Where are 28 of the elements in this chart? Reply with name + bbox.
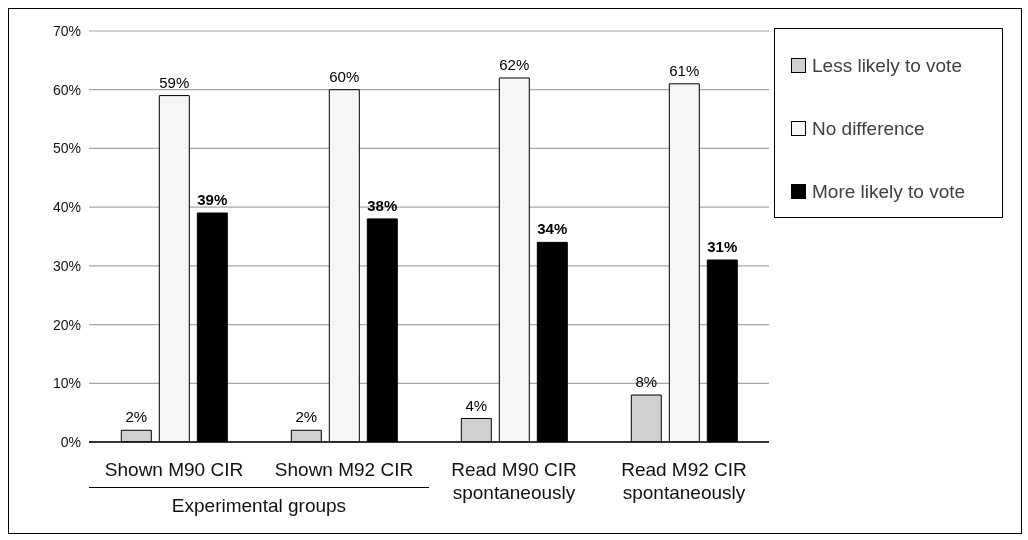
data-label: 60% — [329, 67, 360, 85]
data-label: 61% — [669, 61, 700, 79]
data-label: 34% — [537, 220, 568, 238]
text: Experimental groups — [170, 495, 348, 517]
legend-label: More likely to vote — [812, 181, 966, 202]
data-label: 2% — [295, 408, 318, 426]
data-label: 59% — [159, 73, 190, 91]
data-label: 31% — [707, 237, 738, 255]
y-tick-label: 10% — [52, 375, 81, 392]
y-tick-label: 0% — [60, 433, 81, 450]
legend-label: Less likely to vote — [812, 55, 962, 76]
data-label: 39% — [197, 191, 228, 209]
data-label: 8% — [635, 373, 658, 391]
y-tick-label: 30% — [52, 257, 81, 274]
data-label: 38% — [367, 196, 398, 214]
y-tick-label: 20% — [52, 316, 81, 333]
data-label: 4% — [465, 396, 488, 414]
data-label: 62% — [499, 55, 530, 73]
legend-label: No difference — [812, 118, 925, 139]
y-tick-label: 40% — [52, 199, 81, 216]
x-tick-label: Read M92 CIR spontaneously — [621, 459, 747, 503]
x-tick-label: Shown M90 CIR — [104, 459, 244, 480]
data-label: 2% — [125, 408, 148, 426]
y-tick-label: 70% — [52, 22, 81, 39]
y-tick-label: 50% — [52, 140, 81, 157]
y-tick-label: 60% — [52, 81, 81, 98]
x-tick-label: Read M90 CIR spontaneously — [451, 459, 577, 503]
x-tick-label: Shown M92 CIR — [274, 459, 414, 480]
